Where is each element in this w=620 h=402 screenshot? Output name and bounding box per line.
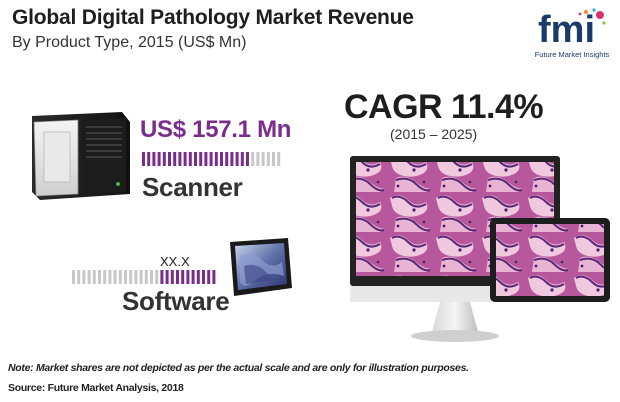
software-bar-segment-filled bbox=[176, 270, 179, 284]
software-bar-segment-empty bbox=[77, 270, 81, 284]
chart-title: Global Digital Pathology Market Revenue bbox=[12, 6, 414, 29]
chart-subtitle: By Product Type, 2015 (US$ Mn) bbox=[12, 34, 247, 51]
cagr-label: CAGR 11.4% bbox=[344, 88, 544, 126]
software-bar-segment-filled bbox=[202, 270, 205, 284]
scanner-bar-segment-filled bbox=[173, 152, 177, 166]
software-bar-segment-empty bbox=[113, 270, 117, 284]
software-bar-segment-filled bbox=[165, 270, 169, 284]
software-bar-segment-empty bbox=[155, 270, 159, 284]
software-bar-segment-empty bbox=[87, 270, 91, 284]
scanner-bar-segment-filled bbox=[194, 152, 197, 166]
scanner-bar-segment-filled bbox=[246, 152, 249, 166]
scanner-bar-segment-filled bbox=[183, 152, 187, 166]
fmi-logo-mark: fmi bbox=[538, 8, 606, 48]
scanner-bar-segment-filled bbox=[168, 152, 171, 166]
software-value-label: XX.X bbox=[160, 254, 190, 269]
slide-scanner-device-icon bbox=[32, 112, 130, 200]
software-bar-segment-empty bbox=[134, 270, 138, 284]
logo-caption: Future Market Insights bbox=[534, 50, 610, 59]
scanner-bar-segment-filled bbox=[152, 152, 156, 166]
desktop-and-tablet-monitors-icon bbox=[350, 156, 610, 342]
scanner-bar-segment-empty bbox=[256, 152, 260, 166]
software-bar-segment-filled bbox=[186, 270, 190, 284]
software-bar-segment-empty bbox=[118, 270, 122, 284]
scanner-bar-segment-filled bbox=[220, 152, 223, 166]
scanner-bar-segment-filled bbox=[225, 152, 229, 166]
scanner-bar-segment-filled bbox=[188, 152, 192, 166]
scanner-bar-segment-filled bbox=[199, 152, 203, 166]
software-bar-segment-empty bbox=[98, 270, 101, 284]
scanner-value-label: US$ 157.1 Mn bbox=[140, 116, 292, 143]
software-bar-segment-empty bbox=[92, 270, 96, 284]
scanner-bar-segment-filled bbox=[235, 152, 239, 166]
software-category-label: Software bbox=[122, 286, 230, 316]
software-bar-segment-empty bbox=[139, 270, 143, 284]
scanner-bar-segment-filled bbox=[204, 152, 208, 166]
scanner-bar-segment-filled bbox=[147, 152, 151, 166]
scanner-bar-segment-empty bbox=[272, 152, 275, 166]
scanner-bar-segment-filled bbox=[162, 152, 166, 166]
tablet-slide-image-icon bbox=[230, 238, 292, 296]
software-bar-segment-filled bbox=[170, 270, 174, 284]
scanner-bar-segment-empty bbox=[277, 152, 281, 166]
scanner-bar-segment-filled bbox=[209, 152, 213, 166]
software-bar-segment-empty bbox=[150, 270, 153, 284]
scanner-bar-segment-empty bbox=[251, 152, 255, 166]
software-bar-segment-filled bbox=[191, 270, 195, 284]
scanner-bar-segment-empty bbox=[266, 152, 270, 166]
software-bar-segment-filled bbox=[207, 270, 211, 284]
scanner-bar-segment-filled bbox=[214, 152, 218, 166]
software-bar-segment-empty bbox=[72, 270, 75, 284]
software-bar-segment-filled bbox=[160, 270, 164, 284]
software-bar-segment-empty bbox=[124, 270, 127, 284]
cagr-period: (2015 – 2025) bbox=[390, 126, 478, 142]
software-bar-segment-filled bbox=[181, 270, 185, 284]
software-bar-segment-empty bbox=[108, 270, 112, 284]
scanner-bar-segment-filled bbox=[157, 152, 161, 166]
footnote: Note: Market shares are not depicted as … bbox=[8, 362, 469, 374]
logo-mark-text: fmi bbox=[538, 9, 595, 48]
scanner-bar-segment-filled bbox=[178, 152, 182, 166]
software-bar-segment-filled bbox=[196, 270, 200, 284]
scanner-bar-segment-filled bbox=[240, 152, 244, 166]
software-bar-segment-empty bbox=[129, 270, 133, 284]
scanner-category-label: Scanner bbox=[142, 172, 243, 202]
fmi-logo: fmi Future Market Insights bbox=[530, 6, 614, 64]
source-citation: Source: Future Market Analysis, 2018 bbox=[8, 382, 184, 394]
software-bar bbox=[72, 270, 216, 284]
software-bar-segment-empty bbox=[144, 270, 148, 284]
software-bar-segment-filled bbox=[212, 270, 216, 284]
scanner-bar-segment-empty bbox=[261, 152, 265, 166]
scanner-bar-segment-filled bbox=[230, 152, 234, 166]
software-bar-segment-empty bbox=[103, 270, 107, 284]
software-bar-segment-empty bbox=[82, 270, 86, 284]
scanner-bar-segment-filled bbox=[142, 152, 145, 166]
scanner-bar bbox=[142, 152, 281, 166]
